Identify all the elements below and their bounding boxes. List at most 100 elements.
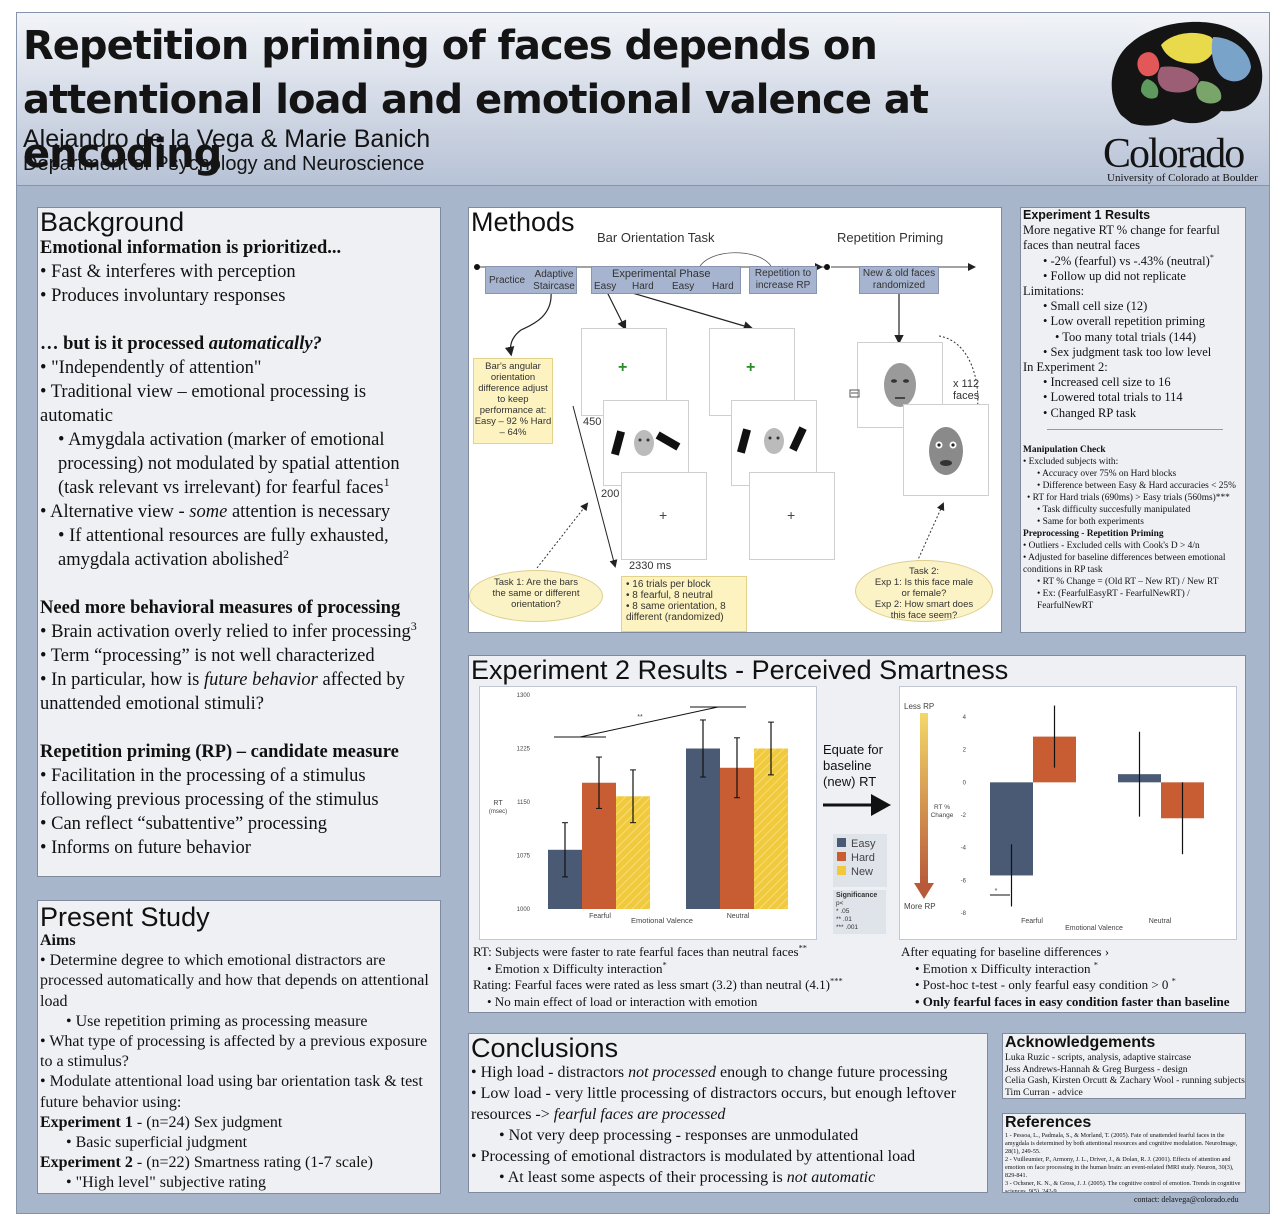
background-bullet: • Brain activation overly relied to infe… <box>40 620 440 644</box>
rt-bar-chart: 1000 1075 1150 1225 1300 RT (msec) Emotional Va… <box>489 693 788 925</box>
right-caption: After equating for baseline differences … <box>901 944 1245 1010</box>
new-old-label: New & old faces randomized <box>862 268 936 291</box>
blank-screen: + <box>749 472 835 560</box>
fixation-cross: + <box>659 507 668 523</box>
x-tick-label: Fearful <box>1021 918 1043 925</box>
logo-subtitle: University of Colorado at Boulder <box>1107 172 1258 184</box>
neutral-face-icon <box>884 363 916 407</box>
mc-line: • RT for Hard trials (690ms) > Easy tria… <box>1027 492 1230 503</box>
adaptive-label: Adaptive Staircase <box>533 269 575 292</box>
fixation-cross: + <box>746 359 756 376</box>
legend-label: Easy <box>851 838 876 850</box>
conclusion-item: • Low load - very little processing of d… <box>471 1083 987 1125</box>
y-tick-label: 2 <box>963 748 967 754</box>
legend-swatch <box>837 838 846 847</box>
conclusion-item: • Processing of emotional distractors is… <box>471 1148 916 1165</box>
exp-phase-label: Experimental Phase <box>612 268 711 280</box>
background-bullet: • Amygdala activation (marker of emotion… <box>40 428 440 500</box>
present-study-heading: Present Study <box>40 902 210 932</box>
aim-item: • What type of processing is affected by… <box>40 1033 428 1071</box>
y-tick-label: 1150 <box>517 800 531 806</box>
brain-logo-icon <box>1111 21 1263 126</box>
mc-line: • Same for both experiments <box>1037 516 1144 527</box>
x-tick-label: Neutral <box>1149 918 1172 925</box>
pp-line: • Adjusted for baseline differences betw… <box>1023 552 1226 575</box>
methods-heading: Methods <box>471 207 575 237</box>
legend-item-hard: Hard <box>837 851 887 865</box>
fixation-cross: + <box>787 507 796 523</box>
aim-item: • Modulate attentional load using bar or… <box>40 1073 423 1111</box>
exp1-line: • Increased cell size to 16 <box>1043 375 1171 390</box>
section-2-text: … but is it processed <box>40 334 209 354</box>
citation-sup: 2 <box>283 546 290 561</box>
bullet-text: • Alternative view - <box>40 502 190 522</box>
ack-line: Tim Curran - advice <box>1005 1086 1083 1098</box>
bullet-text: • Brain activation overly relied to infe… <box>40 622 411 642</box>
trials-bullet: • 8 same orientation, 8 different (rando… <box>626 601 726 623</box>
conclusion-item: • High load - distractors not processed … <box>471 1062 987 1083</box>
pp-heading: Preprocessing - Repetition Priming <box>1023 528 1164 539</box>
sig-line: * .05 <box>836 908 850 915</box>
bullet-text: • If attentional resources are fully exh… <box>58 526 389 570</box>
rp-arrow-head <box>914 883 934 899</box>
refs-heading: References <box>1005 1114 1092 1131</box>
ack-body: Luka Ruzic - scripts, analysis, adaptive… <box>1005 1052 1245 1098</box>
conclusions-heading: Conclusions <box>471 1033 619 1063</box>
bullet-text: affected by unattended emotional stimuli… <box>40 670 405 714</box>
repetition-label: Repetition to increase RP <box>754 268 812 291</box>
y-tick-label: 4 <box>963 715 967 721</box>
sig-sup: * <box>1093 959 1098 970</box>
bullet-emphasis: future behavior <box>203 670 318 690</box>
department: Department of Psychology and Neuroscienc… <box>23 153 425 175</box>
pp-line: • Ex: (FearfulEasyRT - FearfulNewRT) / F… <box>1037 588 1190 611</box>
sig-sup: *** <box>830 975 843 986</box>
aim-item: • Determine degree to which emotional di… <box>40 952 429 1010</box>
significance-key: Significance p< * .05 ** .01 *** .001 <box>833 890 886 934</box>
background-bullet: • Can reflect “subattentive” processing <box>40 814 327 834</box>
y-tick-label: 1300 <box>517 693 531 699</box>
mc-line: • Difference between Easy & Hard accurac… <box>1037 480 1236 491</box>
repetition-box: Repetition to increase RP <box>749 266 817 294</box>
pp-line: • Outliers - Excluded cells with Cook's … <box>1023 540 1200 551</box>
exp1-line: Limitations: <box>1023 284 1085 299</box>
bullet-text: attention is necessary <box>227 502 391 522</box>
conclusion-emphasis: not processed <box>628 1064 716 1081</box>
sig-line: p< <box>836 900 844 907</box>
caption-line: • Emotion x Difficulty interaction * <box>901 959 1245 978</box>
mc-line: • Accuracy over 75% on Hard blocks <box>1037 468 1177 479</box>
y-tick-label: -8 <box>961 911 967 917</box>
mc-heading: Manipulation Check <box>1023 444 1106 455</box>
ack-line: Jess Andrews-Hannah & Greg Burgess - des… <box>1005 1063 1188 1075</box>
background-bullet: • Term “processing” is not well characte… <box>40 646 375 666</box>
exp1-divider <box>1047 428 1223 430</box>
sig-line: ** .01 <box>836 916 852 923</box>
present-study-panel: Present Study Aims • Determine degree to… <box>37 900 441 1194</box>
aim-subitem: • Use repetition priming as processing m… <box>66 1012 368 1030</box>
sig-sup: * <box>662 959 667 970</box>
bullet-text: • In particular, how is <box>40 670 204 690</box>
conclusion-emphasis: not automatic <box>786 1169 876 1186</box>
equate-text: Equate for baseline (new) RT <box>823 742 883 789</box>
x-axis-label: Emotional Valence <box>1065 925 1123 932</box>
x-tick-label: Neutral <box>727 913 750 920</box>
hard-label: Hard <box>632 281 654 292</box>
experiment-1-sub: • Basic superficial judgment <box>66 1134 248 1152</box>
legend-label: New <box>851 866 874 878</box>
time-2330: 2330 ms <box>629 560 672 572</box>
conclusion-text: • At least some aspects of their process… <box>499 1169 787 1186</box>
caption-line: Rating: Fearful faces were rated as less… <box>473 975 893 994</box>
y-tick-label: 1075 <box>517 854 531 860</box>
y-axis-label: Change <box>931 812 954 819</box>
right-arrow-icon <box>823 794 891 816</box>
task2-exp1: Exp 1: Is this face male or female? <box>874 577 974 599</box>
rp-gradient-bar <box>920 713 928 885</box>
experimental-phase-box: Experimental Phase Easy Hard Easy Hard <box>591 266 741 294</box>
ref-line: 1 - Pessoa, L., Padmala, S., & Morland, … <box>1005 1132 1238 1155</box>
exp1-line: • Small cell size (12) <box>1043 299 1148 314</box>
refs-body: 1 - Pessoa, L., Padmala, S., & Morland, … <box>1005 1132 1243 1192</box>
background-bullet: • Facilitation in the processing of a st… <box>40 766 379 810</box>
legend-swatch <box>837 866 846 875</box>
exp1-results-panel: Experiment 1 Results More negative RT % … <box>1020 207 1246 633</box>
sig-line: *** .001 <box>836 924 859 931</box>
sig-sup: ** <box>798 942 808 953</box>
